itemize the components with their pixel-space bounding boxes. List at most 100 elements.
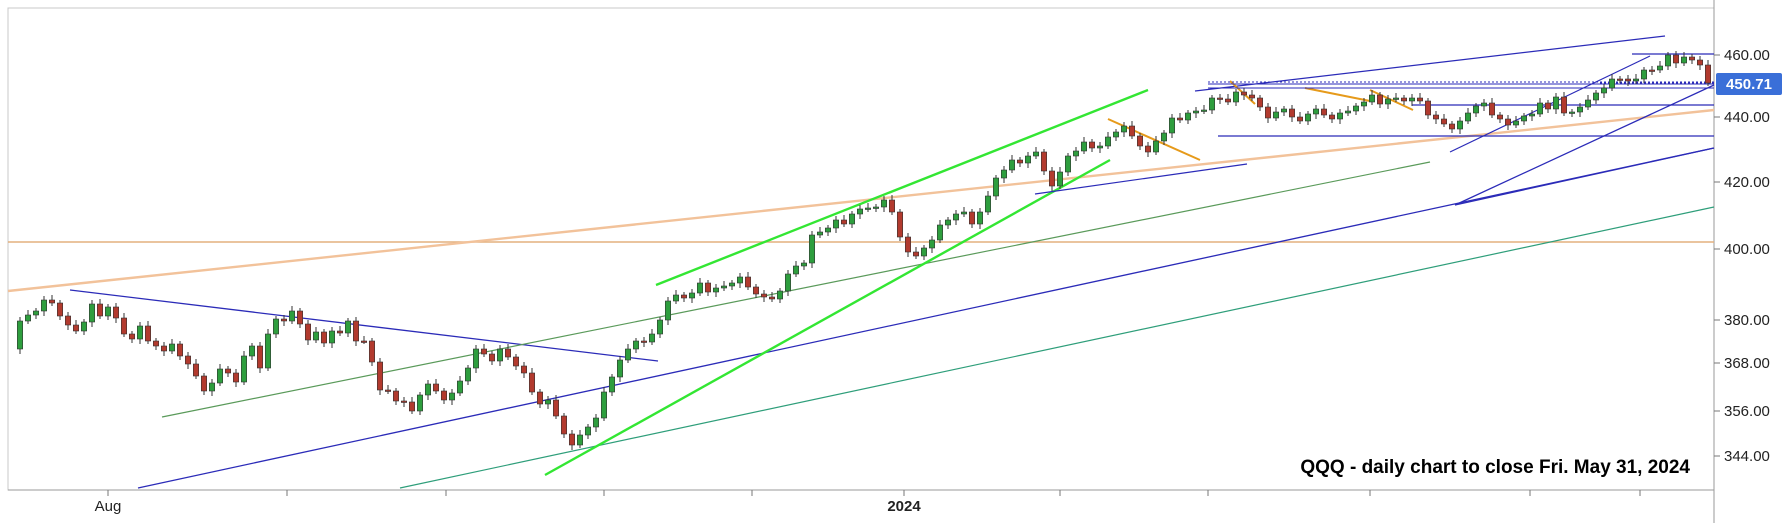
candle-body [1617, 78, 1624, 81]
candle-body [1281, 108, 1288, 113]
candle-body [904, 236, 911, 253]
candle [616, 356, 623, 382]
candle [880, 196, 887, 212]
candle [368, 338, 375, 366]
candle-body [1225, 98, 1232, 103]
candle-body [256, 345, 263, 369]
candle [1145, 142, 1152, 157]
candle [600, 387, 607, 421]
candlesticks [16, 51, 1712, 450]
candle-body [664, 300, 671, 321]
candle [888, 195, 895, 215]
candle-body [568, 433, 575, 446]
candle [280, 315, 287, 326]
candle-body [1577, 106, 1584, 113]
candle-body [1057, 171, 1064, 187]
x-axis: Aug 2024 [95, 490, 1641, 515]
candle-body [1505, 118, 1512, 126]
candle-body [896, 211, 903, 238]
candle-body [233, 372, 240, 383]
candle [504, 344, 511, 360]
candle [800, 260, 807, 270]
candle-body [1377, 94, 1384, 105]
candle-body [193, 363, 200, 377]
candle-body [1417, 97, 1424, 102]
candle [664, 297, 671, 325]
candle-body [1113, 131, 1120, 138]
candle [1016, 157, 1023, 167]
candle-body [928, 239, 935, 249]
candle [1689, 54, 1696, 64]
candle-body [384, 389, 391, 392]
candle-body [600, 391, 607, 419]
candle [1361, 98, 1368, 111]
candle [384, 385, 391, 394]
candle-body [472, 348, 479, 369]
candle [1529, 110, 1536, 121]
candle-body [1008, 159, 1015, 171]
candle-body [129, 333, 136, 340]
candle [1497, 112, 1504, 123]
candle-body [552, 399, 559, 417]
y-tick-label: 440.00 [1724, 109, 1770, 126]
y-tick-label: 460.00 [1724, 47, 1770, 64]
candle [1177, 113, 1184, 123]
y-tick-label: 356.00 [1724, 403, 1770, 420]
candle-body [616, 359, 623, 378]
candle-body [920, 247, 927, 257]
candle-body [760, 293, 767, 298]
candle-body [1185, 112, 1192, 121]
candle [1409, 94, 1416, 106]
candle [1449, 121, 1456, 133]
candle [512, 354, 519, 370]
candle [24, 310, 31, 324]
candle-body [736, 276, 743, 284]
candle [113, 303, 120, 323]
candle [1665, 52, 1672, 70]
candle-body [169, 343, 176, 352]
candle [448, 389, 455, 405]
candle [1169, 114, 1176, 138]
candle [1321, 104, 1328, 118]
candle-body [153, 340, 160, 347]
candle [952, 210, 959, 225]
candle-body [1481, 102, 1488, 107]
candle [288, 306, 295, 324]
candle-body [480, 348, 487, 355]
candle [1537, 98, 1544, 117]
candle [1265, 103, 1272, 123]
candle [1025, 152, 1032, 168]
candle [105, 304, 112, 320]
candle-body [440, 390, 447, 401]
candle [360, 336, 367, 344]
candle [1185, 110, 1192, 124]
candle [1481, 99, 1488, 111]
candle-body [1449, 123, 1456, 130]
candle [1281, 106, 1288, 116]
candle-body [1297, 116, 1304, 122]
last-price-badge [1716, 73, 1782, 95]
candle [728, 280, 735, 290]
candle-body [264, 333, 271, 369]
candle [304, 320, 311, 345]
candle [97, 299, 104, 319]
candle [648, 329, 655, 345]
candle-body [1345, 110, 1352, 114]
candle [496, 345, 503, 366]
candle [624, 344, 631, 363]
candle [656, 317, 663, 338]
candle [976, 208, 983, 229]
candle [1393, 93, 1400, 102]
candle [872, 204, 879, 212]
candle [256, 342, 263, 373]
candle [1337, 109, 1344, 124]
candle [1000, 166, 1007, 183]
candle-body [161, 345, 168, 352]
candle-body [185, 355, 192, 365]
candle-body [288, 310, 295, 322]
candle [864, 203, 871, 212]
candle [1345, 106, 1352, 116]
candle [1041, 149, 1048, 175]
candle-body [704, 282, 711, 293]
